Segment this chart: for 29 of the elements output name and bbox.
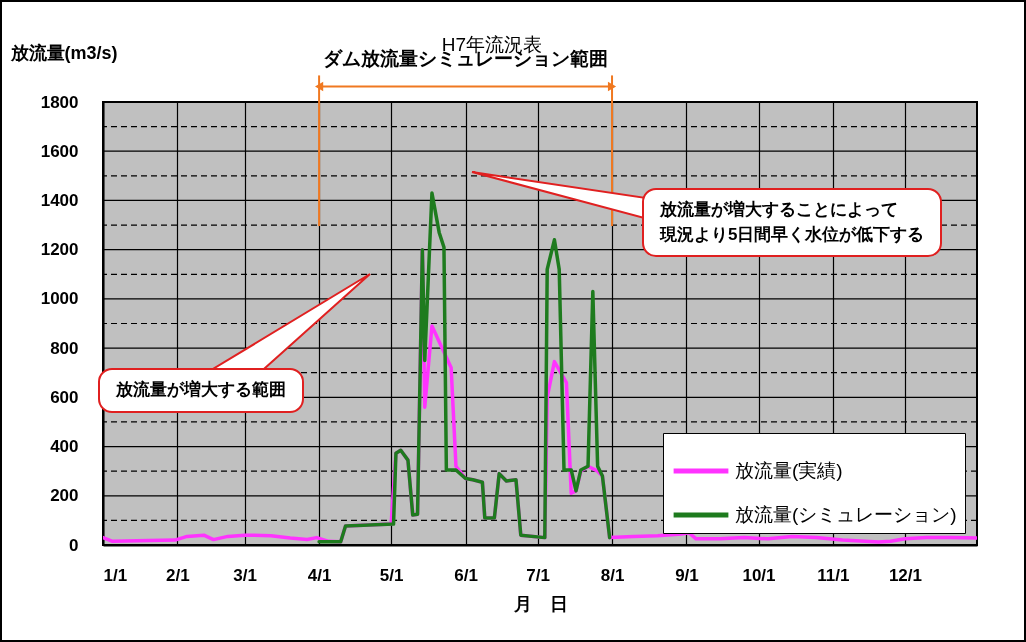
x-tick-label: 4/1 — [307, 565, 332, 585]
y-tick-label: 1200 — [40, 240, 79, 260]
y-tick-label: 1000 — [40, 289, 79, 309]
annotation: 現況より5日間早く水位が低下する — [660, 223, 925, 246]
annotation: 放流量が増大する範囲 — [116, 379, 286, 401]
x-tick-label: 2/1 — [166, 565, 190, 585]
x-tick-label: 7/1 — [526, 565, 550, 585]
x-tick-label: 9/1 — [675, 565, 699, 585]
y-tick-label: 600 — [50, 387, 79, 407]
x-tick-label: 12/1 — [888, 565, 923, 585]
y-tick-label: 400 — [50, 437, 79, 457]
x-axis-title: 月 日 — [512, 593, 568, 614]
x-tick-label: 3/1 — [233, 565, 257, 585]
x-tick-label: 6/1 — [454, 565, 478, 585]
x-tick-label: 11/1 — [817, 565, 850, 585]
x-tick-label: 1/1 — [103, 565, 128, 585]
y-tick-label: 200 — [50, 486, 79, 506]
x-tick-label: 10/1 — [742, 565, 776, 585]
legend-label: 放流量(実績) — [735, 460, 843, 481]
legend-label: 放流量(シミュレーション) — [735, 504, 957, 525]
y-tick-label: 1800 — [40, 92, 79, 112]
y-tick-label: 1400 — [40, 190, 79, 210]
x-tick-label: 5/1 — [379, 565, 404, 585]
y-tick-label: 800 — [50, 338, 79, 358]
y-tick-label: 1600 — [40, 141, 79, 161]
annotation: 放流量が増大することによって — [660, 199, 899, 221]
y-axis-title: 放流量(m3/s) — [9, 42, 118, 63]
y-tick-label: 0 — [69, 535, 79, 555]
x-tick-label: 8/1 — [600, 565, 625, 585]
